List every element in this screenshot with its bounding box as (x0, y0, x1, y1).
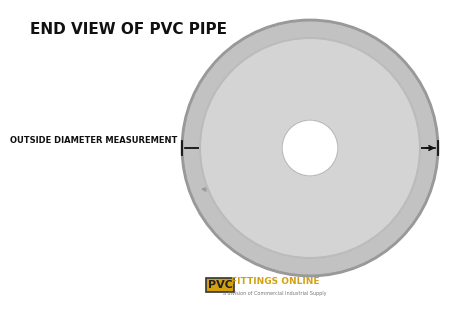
Text: FITTINGS ONLINE: FITTINGS ONLINE (231, 277, 319, 285)
Text: a division of Commercial Industrial Supply: a division of Commercial Industrial Supp… (223, 290, 327, 295)
Circle shape (182, 20, 438, 276)
Text: WALL THICKNESS: WALL THICKNESS (245, 198, 311, 208)
Text: PVC: PVC (208, 280, 232, 290)
Text: END VIEW OF PVC PIPE: END VIEW OF PVC PIPE (30, 22, 227, 37)
Circle shape (184, 22, 436, 274)
Text: OUTSIDE DIAMETER MEASUREMENT: OUTSIDE DIAMETER MEASUREMENT (9, 136, 177, 145)
Circle shape (200, 38, 420, 258)
Circle shape (282, 120, 338, 176)
